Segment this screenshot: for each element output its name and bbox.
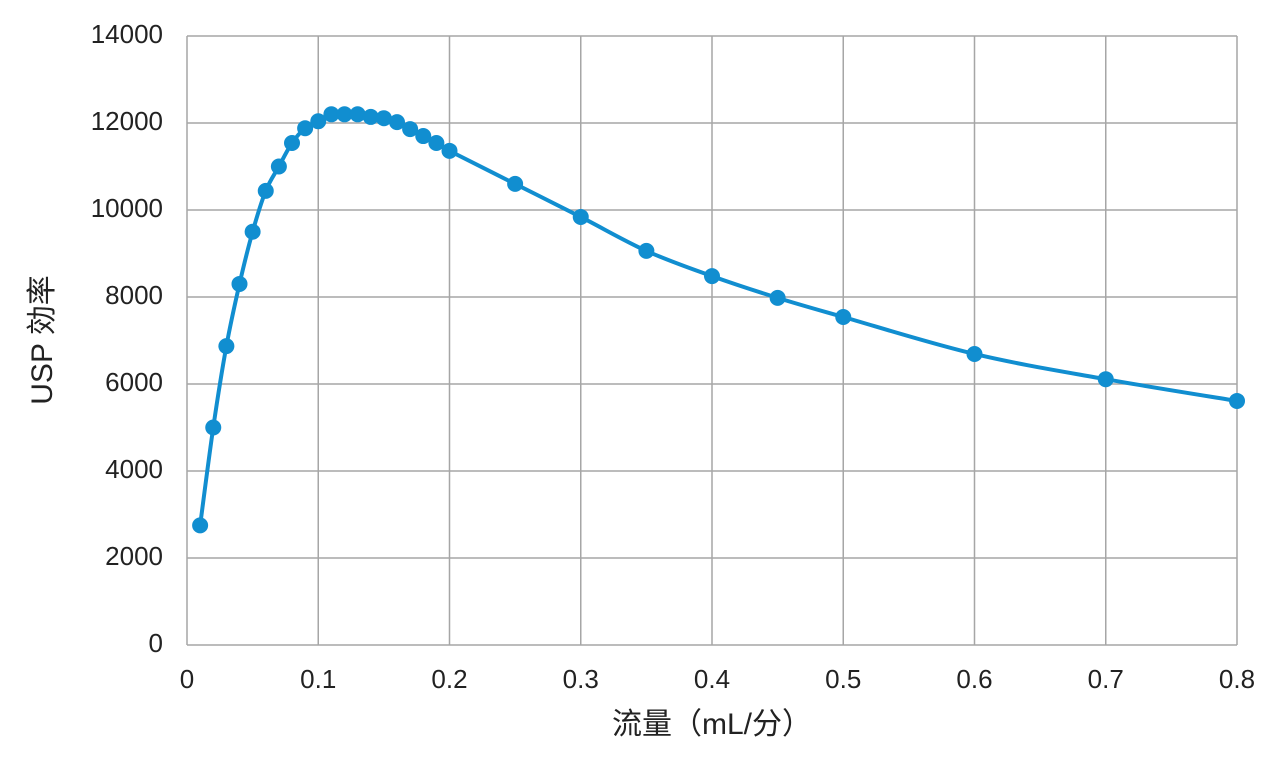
- x-tick-label: 0.2: [431, 664, 467, 694]
- marker: [507, 175, 524, 192]
- x-tick-label: 0.5: [825, 664, 861, 694]
- marker: [310, 113, 327, 130]
- y-tick-label: 0: [149, 628, 163, 658]
- marker: [231, 275, 248, 292]
- x-axis-label: 流量（mL/分）: [612, 708, 812, 741]
- marker: [1229, 392, 1245, 409]
- x-tick-label: 0.8: [1219, 664, 1255, 694]
- marker: [192, 517, 209, 534]
- marker: [362, 108, 379, 125]
- x-tick-label: 0.1: [300, 664, 336, 694]
- marker: [284, 135, 300, 152]
- marker: [205, 419, 222, 436]
- y-tick-label: 4000: [105, 454, 163, 484]
- marker: [336, 106, 353, 123]
- x-tick-label: 0.6: [956, 664, 992, 694]
- marker: [1097, 371, 1114, 388]
- marker: [323, 106, 340, 123]
- marker: [257, 182, 274, 199]
- line: [198, 111, 1238, 526]
- marker: [704, 268, 720, 285]
- x-tick-label: 0.3: [563, 664, 599, 694]
- marker: [441, 142, 458, 159]
- marker: [415, 128, 432, 145]
- marker: [638, 242, 655, 259]
- marker: [297, 120, 314, 137]
- marker: [389, 114, 405, 131]
- marker: [428, 135, 445, 152]
- marker: [402, 121, 419, 138]
- marker: [349, 106, 366, 123]
- y-tick-label: 14000: [91, 19, 163, 49]
- marker: [572, 208, 589, 225]
- y-tick-label: 2000: [105, 541, 163, 571]
- marker: [769, 289, 786, 306]
- marker: [375, 110, 392, 127]
- marker: [835, 309, 852, 326]
- x-tick-label: 0.7: [1088, 664, 1124, 694]
- y-tick-label: 8000: [105, 280, 163, 310]
- marker: [218, 338, 235, 355]
- y-tick-label: 12000: [91, 106, 163, 136]
- marker: [244, 223, 261, 240]
- marker: [270, 158, 287, 175]
- y-tick-label: 10000: [91, 193, 163, 223]
- marker: [966, 345, 983, 362]
- y-tick-label: 6000: [105, 367, 163, 397]
- y-axis-label: USP 効率: [26, 275, 59, 404]
- x-tick-label: 0: [180, 664, 194, 694]
- x-tick-label: 0.4: [694, 664, 730, 694]
